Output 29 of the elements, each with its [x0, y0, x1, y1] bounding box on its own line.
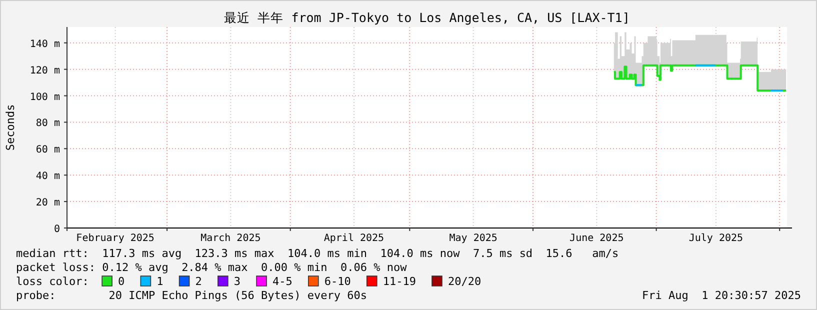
x-tick-label: March 2025 — [200, 233, 261, 244]
x-tick-label: February 2025 — [76, 233, 154, 244]
legend-label: 6-10 — [324, 275, 351, 288]
legend-label: 4-5 — [272, 275, 292, 288]
legend-label: 1 — [156, 275, 164, 288]
y-tick-label: 20 m — [36, 198, 60, 209]
y-tick-label: 120 m — [30, 65, 60, 76]
y-tick-label: 100 m — [30, 92, 60, 103]
y-tick-label: 80 m — [36, 118, 60, 130]
legend-title: loss color: — [16, 275, 89, 288]
x-tick-label: June 2025 — [570, 233, 624, 244]
y-axis-title: Seconds — [4, 104, 17, 151]
legend-label: 3 — [234, 275, 241, 288]
legend-label: 0 — [118, 275, 125, 288]
x-tick-label: July 2025 — [688, 233, 744, 244]
text: packet loss: 0.12 % avg 2.84 % max 0.00 % min 0.06 % now — [16, 261, 408, 274]
chart-title: 最近 半年 from JP-Tokyo to Los Angeles, CA, US [LAX-T1] — [224, 10, 630, 25]
legend-label: 2 — [195, 275, 202, 288]
x-tick-label: April 2025 — [324, 233, 384, 244]
y-tick-label: 60 m — [36, 144, 60, 156]
y-tick-label: 40 m — [36, 171, 60, 182]
y-tick-label: 0 — [54, 224, 60, 235]
text: Fri Aug 1 20:30:57 2025 — [642, 289, 801, 302]
legend-label: 11-19 — [382, 275, 416, 288]
text: probe: 20 ICMP Echo Pings (56 Bytes) every 60s — [16, 289, 367, 302]
y-tick-label: 140 m — [30, 38, 60, 50]
x-tick-label: May 2025 — [449, 233, 498, 244]
text: median rtt: 117.3 ms avg 123.3 ms max 104.0 ms min 104.0 ms now 7.5 ms sd 15.6 am/s — [16, 247, 619, 260]
legend-label: 20/20 — [448, 275, 482, 288]
